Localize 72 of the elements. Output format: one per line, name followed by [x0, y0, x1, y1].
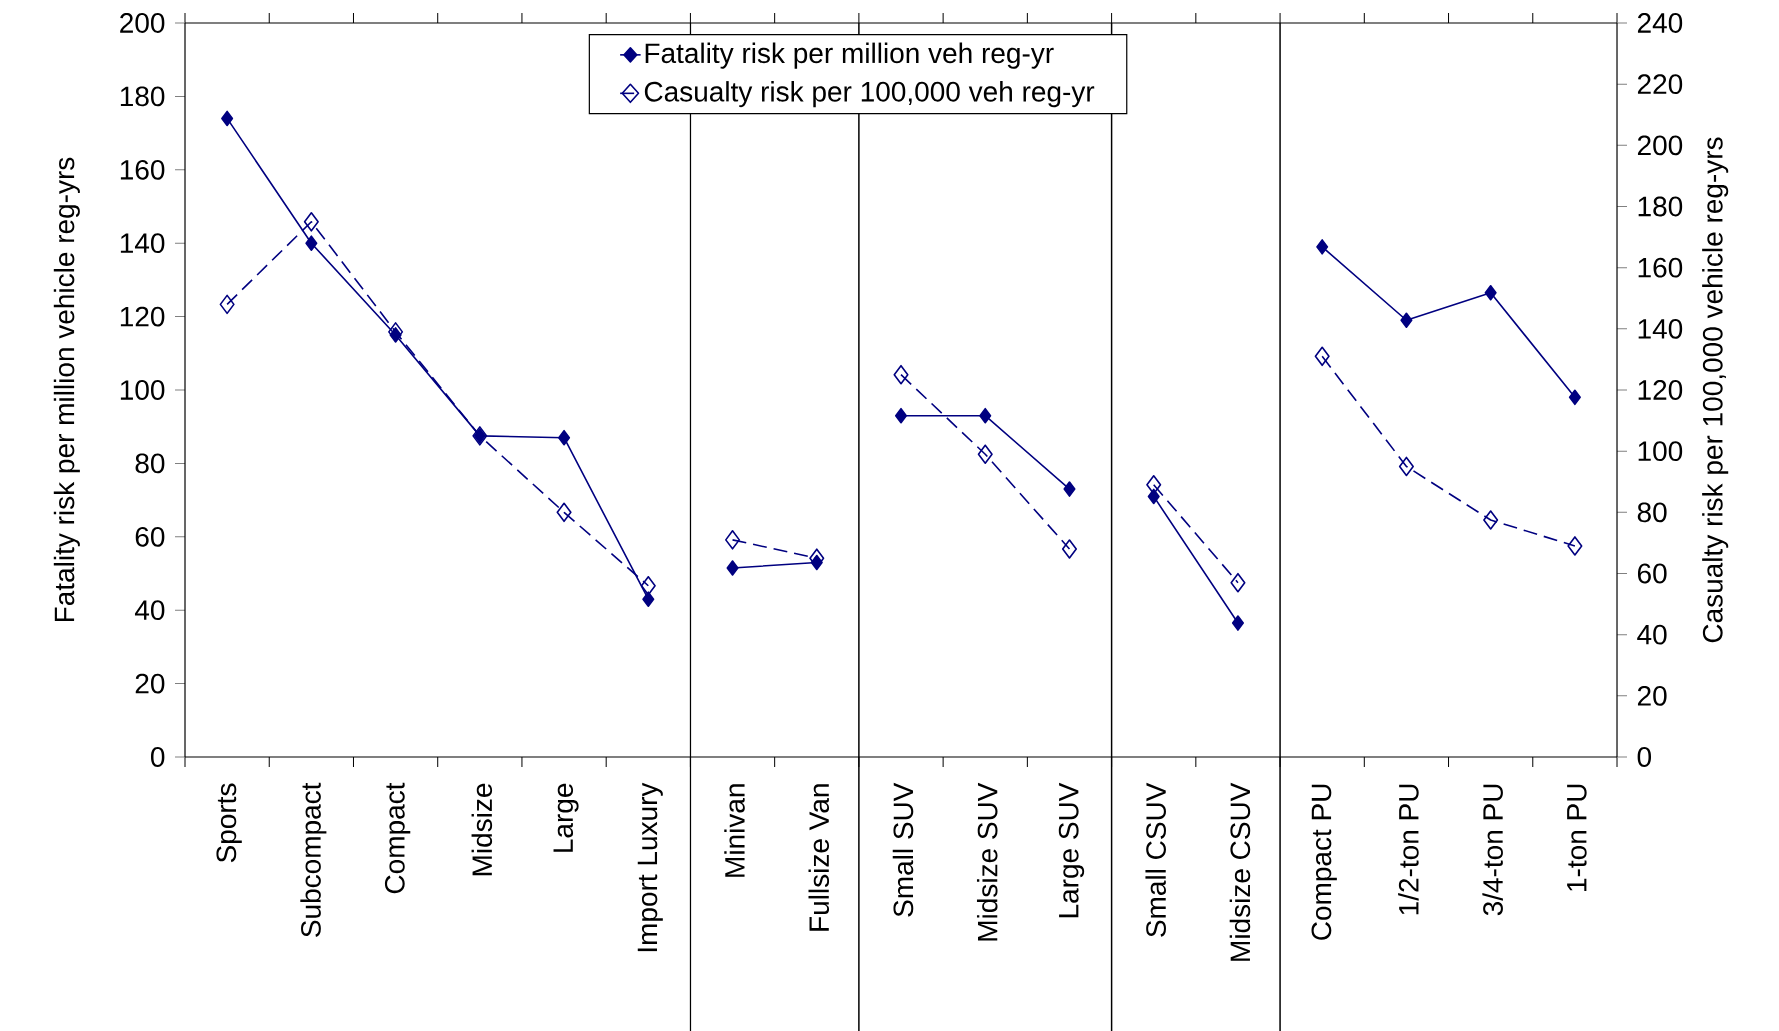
point	[640, 575, 656, 596]
point	[1063, 481, 1076, 497]
point	[303, 211, 319, 232]
point	[979, 407, 992, 424]
y-tick-label: 160	[120, 159, 165, 180]
point	[726, 560, 739, 576]
y2-tick-label: 80	[1637, 502, 1667, 523]
y-tick-label: 180	[120, 86, 165, 107]
y-tick-label: 60	[135, 526, 165, 547]
y-tick-label: 20	[135, 673, 165, 694]
y-tick-label: 100	[120, 380, 165, 400]
point	[1483, 510, 1499, 530]
point	[1316, 239, 1329, 255]
y2-tick-label: 220	[1637, 74, 1683, 95]
y2-tick-label: 20	[1637, 685, 1667, 706]
y2-tick-label: 60	[1637, 563, 1667, 584]
x-tick-label: 3/4-ton PU	[1482, 784, 1503, 916]
y2-tick-label: 200	[1637, 135, 1683, 156]
point	[724, 530, 741, 550]
point	[556, 502, 572, 523]
x-tick-label: Compact PU	[1311, 784, 1337, 940]
point	[1568, 389, 1581, 406]
legend-label: Fatality risk per million veh reg-yr	[645, 42, 1054, 69]
point	[1146, 475, 1162, 495]
y-tick-label: 120	[120, 306, 165, 327]
x-tick-label: Compact	[384, 782, 411, 894]
x-tick-label: Import Luxury	[637, 782, 663, 952]
y2-tick-label: 40	[1637, 624, 1667, 645]
x-tick-label: Small SUV	[892, 782, 914, 917]
x-tick-label: Midsize	[471, 783, 493, 876]
y2-tick-label: 180	[1638, 196, 1683, 217]
x-tick-label: Large	[553, 783, 579, 852]
point	[894, 407, 908, 424]
x-tick-label: Large SUV	[1058, 782, 1085, 918]
point	[1484, 284, 1497, 301]
y-tick-label: 80	[135, 453, 165, 474]
x-tick-label: Midsize SUV	[976, 782, 998, 941]
y2-tick-label: 140	[1638, 318, 1683, 339]
point	[1230, 572, 1246, 593]
x-tick-label: Sports	[216, 783, 242, 863]
point	[1231, 615, 1244, 631]
y2-tick-label: 0	[1637, 747, 1652, 767]
y2-tick-label: 240	[1637, 13, 1683, 33]
x-tick-label: Subcompact	[300, 782, 327, 937]
y-axis-title: Fatality risk per million vehicle reg-yrs	[53, 157, 80, 622]
point	[305, 235, 318, 251]
y2-tick-label: 100	[1638, 441, 1683, 462]
y-tick-label: 40	[134, 600, 165, 621]
point	[893, 364, 909, 385]
point	[558, 429, 571, 446]
point	[221, 110, 234, 127]
point	[642, 591, 655, 607]
x-tick-label: 1/2-ton PU	[1398, 784, 1419, 915]
y2-tick-label: 160	[1638, 257, 1683, 278]
point	[1400, 312, 1413, 329]
x-tick-label: 1-ton PU	[1567, 784, 1587, 891]
point	[977, 444, 993, 465]
y2-axis-title: Casualty risk per 100,000 vehicle reg-yrs	[1702, 137, 1729, 643]
x-tick-label: Midsize CSUV	[1229, 782, 1251, 961]
legend-label: Casualty risk per 100,000 veh reg-yr	[644, 81, 1095, 108]
x-tick-label: Minivan	[724, 784, 745, 877]
point	[219, 294, 235, 315]
x-tick-label: Small CSUV	[1145, 782, 1166, 937]
y2-tick-label: 120	[1638, 380, 1683, 400]
point	[1398, 456, 1414, 477]
point	[1061, 539, 1078, 559]
point	[1567, 536, 1583, 556]
y-tick-label: 200	[120, 13, 165, 33]
y-tick-label: 0	[151, 747, 165, 767]
x-tick-label: Fullsize Van	[808, 784, 830, 931]
y-tick-label: 140	[120, 233, 165, 254]
point	[1314, 346, 1330, 367]
